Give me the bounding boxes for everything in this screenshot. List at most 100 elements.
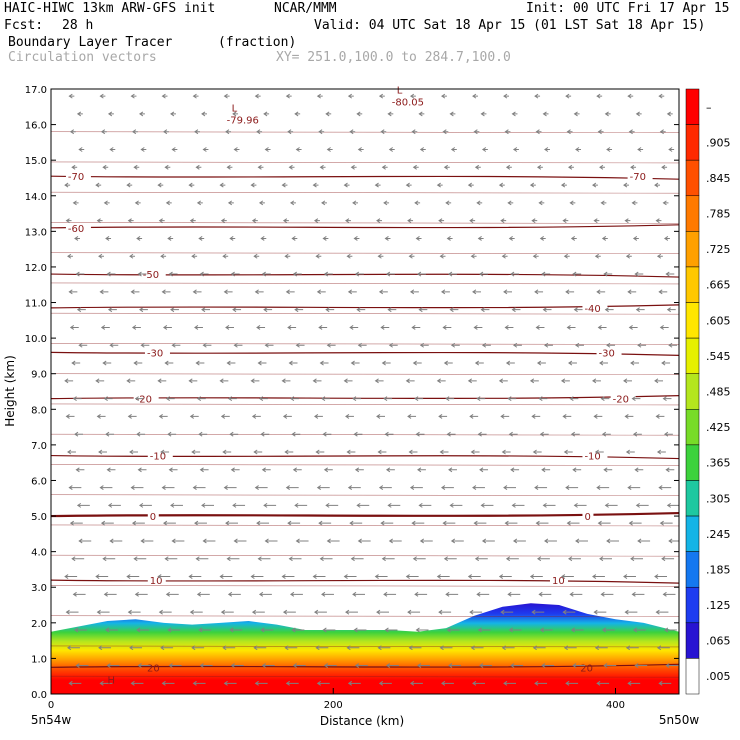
circulation-vector <box>627 680 641 686</box>
circulation-vector <box>443 556 457 562</box>
circulation-vector <box>634 271 644 277</box>
cross-section-xy: XY= 251.0,100.0 to 284.7,100.0 <box>276 50 511 65</box>
circulation-vector <box>596 485 610 491</box>
circulation-vector <box>472 485 485 491</box>
circulation-vector <box>500 218 507 224</box>
circulation-vector <box>445 396 455 402</box>
circulation-vector <box>630 164 637 170</box>
circulation-vector <box>500 413 510 419</box>
y-tick-label: 17.0 <box>25 85 47 96</box>
circulation-vector <box>628 129 635 135</box>
circulation-vector <box>168 271 178 277</box>
circulation-vector <box>171 147 178 152</box>
circulation-vector <box>158 413 168 419</box>
circulation-vector <box>343 182 350 188</box>
circulation-vector <box>350 164 357 170</box>
circulation-vector <box>78 147 85 152</box>
circulation-vector <box>321 396 330 402</box>
circulation-vector <box>107 111 114 117</box>
circulation-vector <box>165 591 179 597</box>
circulation-vector <box>313 609 327 615</box>
circulation-vector <box>597 129 604 135</box>
circulation-vector <box>65 218 72 224</box>
circulation-vector <box>388 342 398 348</box>
circulation-vector <box>448 663 461 668</box>
circulation-vector <box>100 129 107 135</box>
circulation-vector <box>354 467 364 473</box>
circulation-vector <box>436 378 446 384</box>
circulation-vector <box>503 289 513 295</box>
circulation-vector <box>188 574 202 579</box>
y-axis-label: Height (km) <box>3 355 17 426</box>
circulation-vector <box>531 413 541 419</box>
circulation-vector <box>325 111 332 117</box>
circulation-vector <box>251 218 258 224</box>
circulation-vector <box>357 342 367 348</box>
circulation-vector <box>257 556 271 562</box>
circulation-vector <box>96 609 110 615</box>
isotherm-label-bg <box>65 221 91 233</box>
circulation-vector <box>74 627 87 633</box>
circulation-vector <box>378 680 392 686</box>
circulation-vector <box>198 431 208 437</box>
circulation-vector <box>76 307 86 313</box>
circulation-vector <box>157 378 167 384</box>
circulation-vector <box>449 111 456 117</box>
circulation-vector <box>196 396 206 402</box>
circulation-vector <box>467 182 474 188</box>
circulation-vector <box>78 538 92 544</box>
circulation-vector <box>572 663 586 668</box>
circulation-vector <box>161 289 171 295</box>
isotherm-line <box>51 663 679 668</box>
circulation-vector <box>663 627 677 633</box>
circulation-vector <box>594 645 608 651</box>
field-name: Boundary Layer Tracer <box>8 35 173 50</box>
circulation-vector <box>227 396 237 402</box>
high-marker: H <box>107 675 115 686</box>
circulation-vector <box>201 307 211 313</box>
circulation-vector <box>261 663 275 668</box>
isotherm-label: -10 <box>150 452 166 463</box>
circulation-vector <box>507 200 514 206</box>
circulation-vector <box>593 218 600 224</box>
circulation-vector <box>164 164 171 170</box>
circulation-vector <box>72 591 86 597</box>
colorbar-label: .065 <box>706 635 731 648</box>
isotherm-label-bg <box>582 301 608 313</box>
circulation-vector <box>573 502 587 508</box>
isotherm-label-bg <box>144 346 170 358</box>
contour-line <box>51 222 679 224</box>
circulation-vector <box>479 467 489 473</box>
circulation-vector <box>319 360 329 366</box>
circulation-vector <box>630 556 644 562</box>
isotherm-label: 0 <box>584 512 590 523</box>
circulation-vector <box>565 93 572 99</box>
circulation-vector <box>623 378 632 384</box>
circulation-vector <box>99 93 106 99</box>
circulation-vector <box>220 609 234 615</box>
circulation-vector <box>136 431 146 437</box>
circulation-vector <box>157 574 171 579</box>
circulation-vector <box>501 449 511 455</box>
colorbar-swatch <box>685 480 700 517</box>
circulation-vector <box>438 413 448 419</box>
circulation-vector <box>105 627 119 633</box>
circulation-vector <box>624 413 634 419</box>
circulation-vector <box>325 307 335 313</box>
circulation-vector <box>596 289 606 295</box>
colorbar-swatch <box>685 337 700 374</box>
circulation-vector <box>473 129 480 135</box>
circulation-vector <box>597 325 607 330</box>
isotherm-label: -30 <box>147 348 163 359</box>
circulation-vector <box>500 609 514 615</box>
circulation-vector <box>512 342 522 348</box>
circulation-vector <box>405 574 419 579</box>
contour-line <box>51 464 679 466</box>
circulation-vector <box>291 627 305 633</box>
circulation-vector <box>535 520 549 526</box>
circulation-vector <box>384 627 398 633</box>
circulation-vector <box>418 502 432 508</box>
circulation-vector <box>531 218 538 224</box>
circulation-vector <box>631 591 645 597</box>
circulation-vector <box>654 378 664 384</box>
